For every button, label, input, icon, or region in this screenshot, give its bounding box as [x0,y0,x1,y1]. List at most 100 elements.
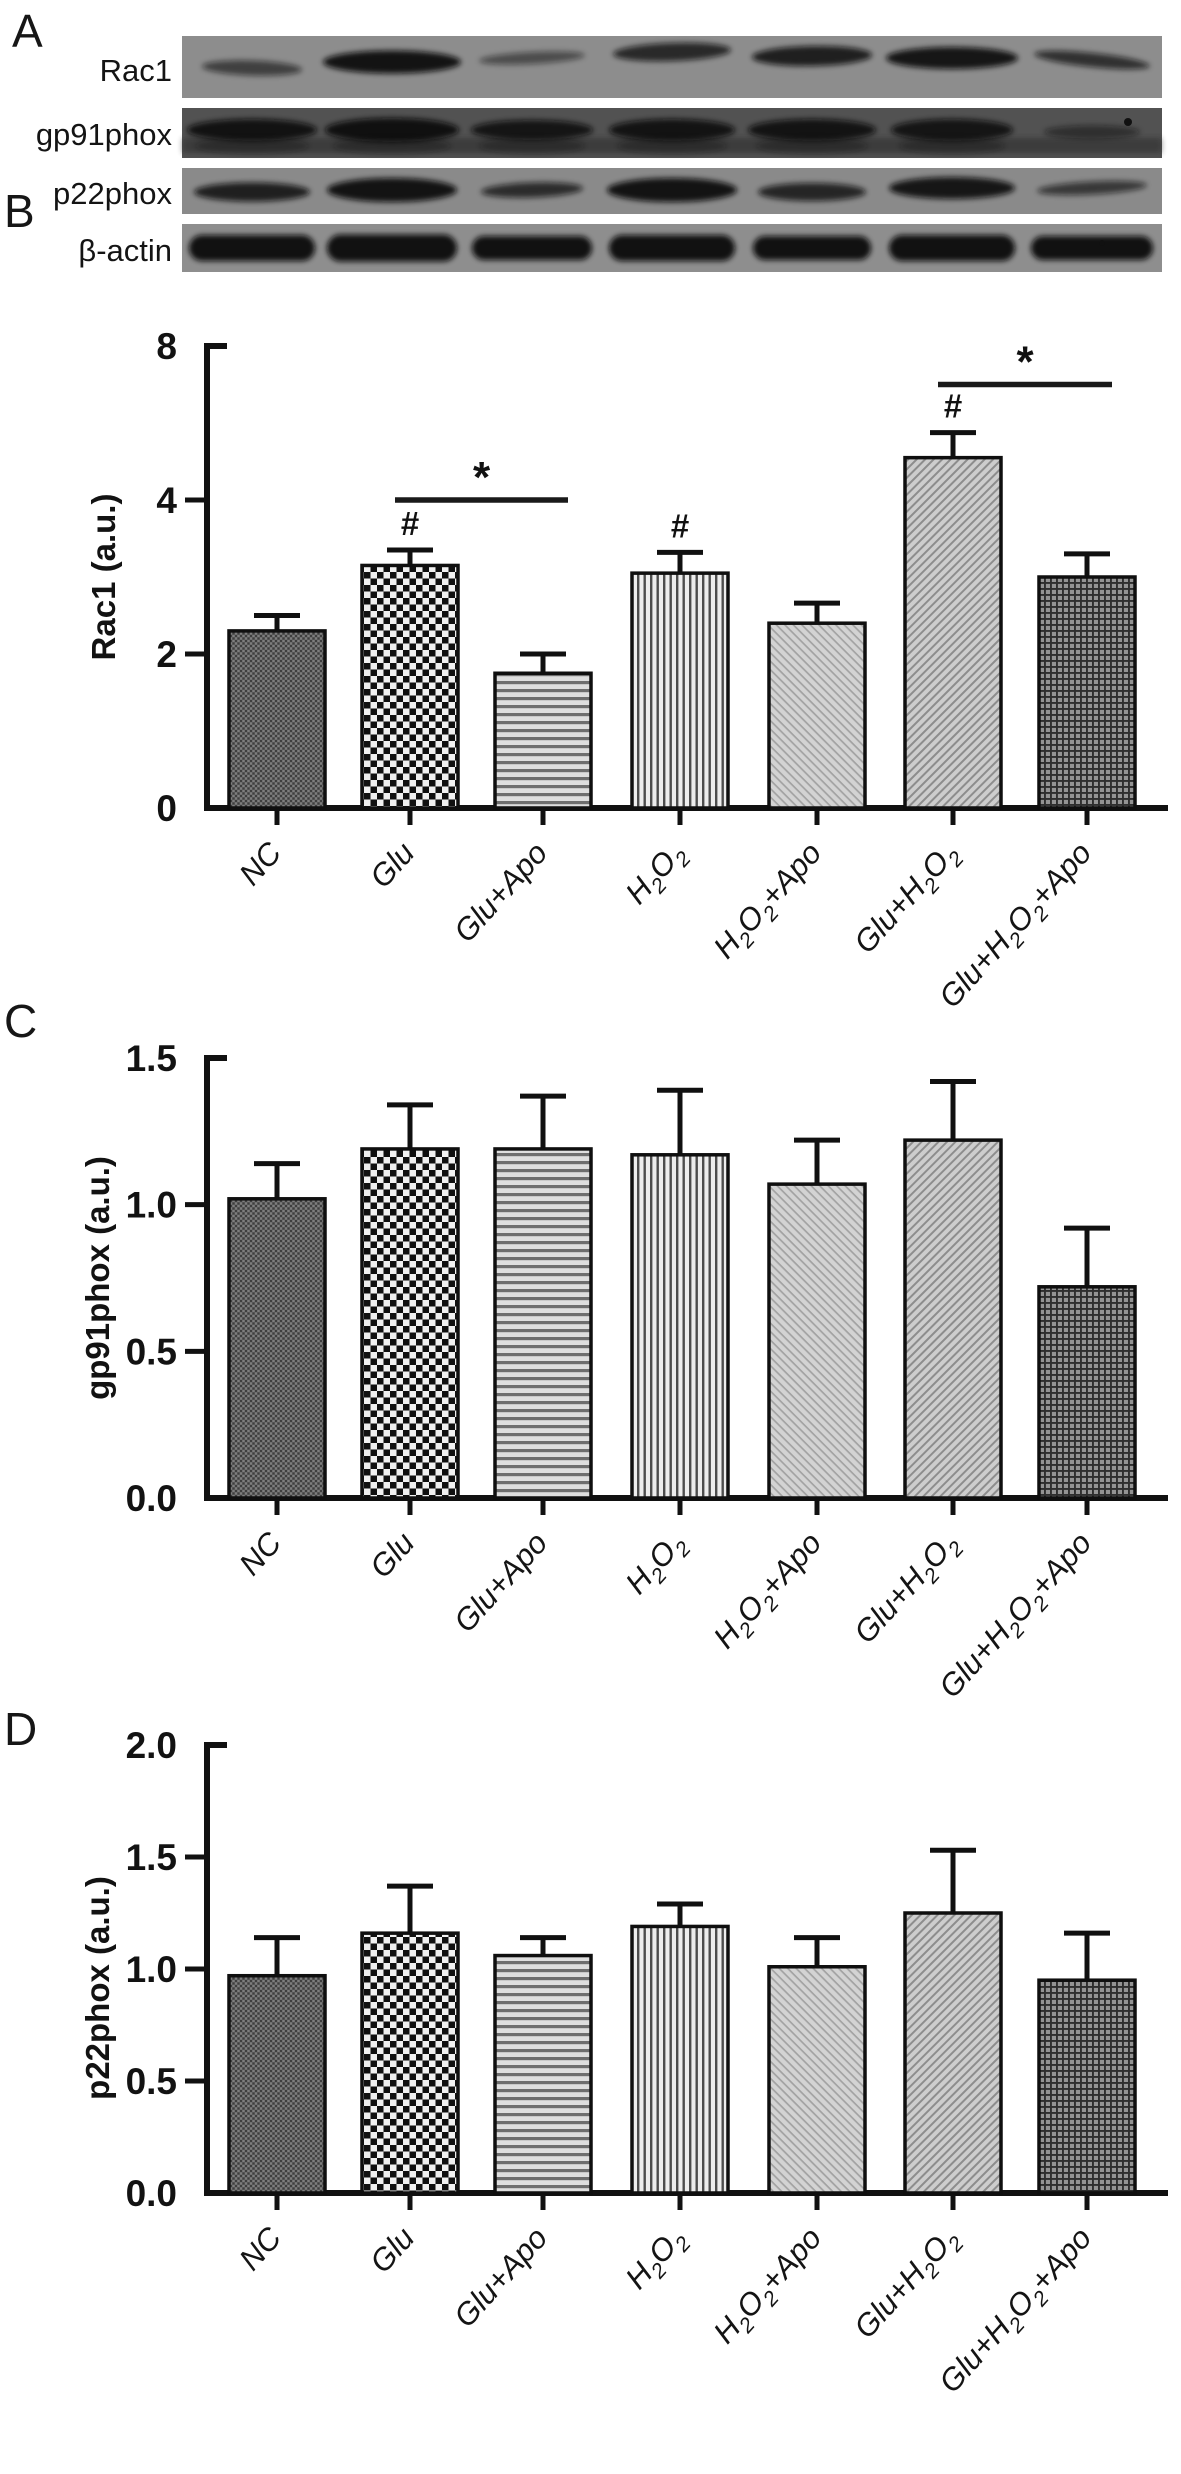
blot-band-gp91phox-lane4 [609,119,735,141]
bar-glu-h2o2 [903,455,1003,810]
x-label-glu: Glu [363,1525,421,1584]
y-tick-label-4: 4 [156,480,177,521]
panel-label-a: A [12,5,43,57]
hash-annotation-glu: # [401,505,419,542]
blot-row-label-p22phox: p22phox [53,176,172,211]
blot-band-gp91phox-lane5 [748,119,876,141]
blot-band--actin-lane6 [889,235,1015,261]
blot-band-gp91phox-lane6 [891,119,1013,141]
x-label-h2o2-apo: H2O2+Apo [706,1525,832,1659]
x-label-glu-apo: Glu+Apo [447,1525,554,1639]
blot-band-gp91phox-lane1 [187,119,317,141]
x-label-glu-h2o2: Glu+H2O2 [847,2220,969,2349]
blot-row-label-beta-actin: β-actin [78,233,172,268]
bar-nc [227,1973,327,2195]
bar-h2o2-apo [767,1182,867,1500]
y-tick-label-0.0: 0.0 [126,2173,177,2214]
panel-a-blots [182,36,1162,272]
blot-band-p22phox-lane7 [1037,180,1147,196]
bar-glu [360,1931,460,2195]
x-label-h2o2-apo: H2O2+Apo [706,835,832,969]
blot-band-rac1-lane4 [613,42,731,62]
blot-band--actin-lane7 [1031,236,1153,260]
x-label-h2o2: H2O2 [618,1525,695,1605]
blot-band-rac1-lane6 [886,47,1018,69]
x-label-h2o2: H2O2 [618,2220,695,2300]
y-tick-label-0: 0 [156,788,177,829]
y-axis-title-rac1: Rac1 (a.u.) [85,493,122,661]
blot-band-p22phox-lane4 [607,178,737,202]
bar-glu-h2o2 [903,1138,1003,1500]
panel-label-d: D [4,1703,38,1755]
x-label-glu-h2o2: Glu+H2O2 [847,1525,969,1654]
bar-glu-h2o2-apo [1037,575,1137,810]
blot-band-rac1-lane2 [323,50,461,74]
y-tick-label-1.5: 1.5 [126,1038,177,1079]
bar-glu [360,563,460,810]
blot-band-p22phox-lane1 [194,182,310,202]
bar-nc [227,1197,327,1500]
y-tick-label-1.0: 1.0 [126,1185,177,1226]
y-tick-label-0.0: 0.0 [126,1478,177,1519]
hash-annotation-glu-h2o2: # [944,388,962,425]
y-tick-label-2.0: 2.0 [126,1725,177,1766]
blot-band-gp91phox-lane3 [471,120,593,140]
blot-band-faint [479,138,585,154]
blot-band--actin-lane3 [472,236,592,260]
x-label-h2o2: H2O2 [618,835,695,915]
x-label-glu-apo: Glu+Apo [447,835,554,949]
bar-h2o2 [630,1924,730,2195]
blot-band-faint [333,138,451,154]
blot-band-rac1-lane7 [1034,50,1150,70]
bar-nc [227,629,327,810]
panel-label-c: C [4,995,38,1047]
y-tick-label-1.0: 1.0 [126,1949,177,1990]
blot-band--actin-lane2 [327,234,457,262]
blot-band-gp91phox-lane2 [325,118,459,142]
x-label-glu: Glu [363,2220,421,2279]
bar-h2o2-apo [767,1965,867,2195]
x-label-h2o2-apo: H2O2+Apo [706,2220,832,2354]
bar-glu-apo [493,1953,593,2195]
blot-band--actin-lane4 [609,235,735,261]
bar-glu-apo [493,1147,593,1500]
y-axis-title-gp91phox: gp91phox (a.u.) [79,1156,116,1400]
blot-band-faint [899,138,1005,154]
y-tick-label-0.5: 0.5 [126,1331,177,1372]
bar-glu-h2o2-apo [1037,1285,1137,1500]
y-tick-label-8: 8 [156,326,177,367]
blot-band-faint [756,138,868,154]
blot-band-rac1-lane1 [202,60,302,76]
blot-band-p22phox-lane6 [889,177,1015,199]
bar-h2o2-apo [767,621,867,810]
blot-band-rac1-lane5 [752,45,872,67]
blot-band-rac1-lane3 [479,51,585,65]
x-label-glu-h2o2: Glu+H2O2 [847,835,969,964]
bar-glu-h2o2-apo [1037,1978,1137,2195]
blot-band--actin-lane5 [753,236,871,260]
hash-annotation-h2o2: # [671,507,689,544]
blot-band--actin-lane1 [189,235,315,261]
x-label-glu-apo: Glu+Apo [447,2220,554,2334]
blot-row-label-gp91phox: gp91phox [35,117,172,152]
blot-band-gp91phox-lane7 [1044,125,1140,139]
blot-row-label-rac1: Rac1 [99,53,172,88]
x-label-glu: Glu [363,835,421,894]
bar-h2o2 [630,1153,730,1500]
x-label-nc: NC [232,835,288,892]
bar-glu-h2o2 [903,1911,1003,2195]
blot-band-p22phox-lane5 [758,183,866,201]
y-tick-label-1.5: 1.5 [126,1837,177,1878]
y-tick-label-2: 2 [156,634,177,675]
blot-band-p22phox-lane3 [481,182,583,198]
panel-label-b: B [4,185,35,237]
blot-artifact-dot [1124,118,1132,126]
sig-star: * [1016,338,1034,387]
blot-band-faint [617,138,727,154]
blot-artifact-dot [1099,240,1105,246]
bar-h2o2 [630,571,730,810]
